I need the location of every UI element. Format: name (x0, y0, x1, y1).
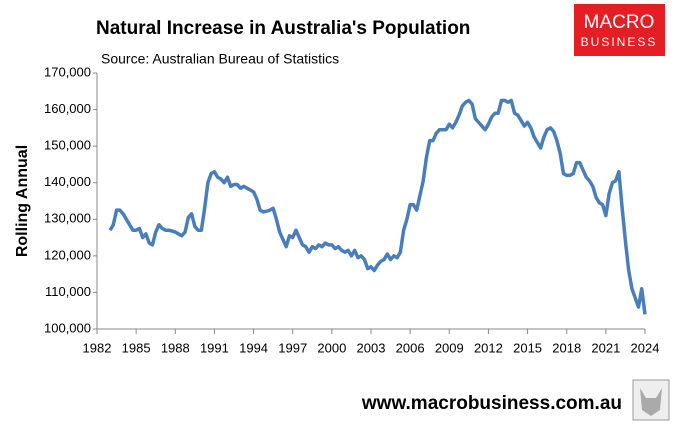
x-tick-label: 2009 (435, 340, 464, 355)
x-tick-label: 2006 (396, 340, 425, 355)
logo-top: MACRO (584, 12, 655, 33)
y-tick-label: 120,000 (44, 247, 91, 262)
chart-subtitle: Source: Australian Bureau of Statistics (101, 51, 339, 67)
y-tick-label: 100,000 (44, 320, 91, 335)
y-tick-label: 110,000 (45, 284, 91, 299)
x-tick-label: 2024 (631, 340, 660, 355)
x-tick-label: 1991 (200, 340, 229, 355)
y-tick-label: 170,000 (44, 64, 91, 79)
y-tick-label: 130,000 (44, 211, 91, 226)
x-tick-label: 2018 (552, 340, 581, 355)
y-tick-label: 150,000 (44, 138, 91, 153)
x-tick-label: 1997 (278, 340, 307, 355)
data-line (108, 98, 647, 315)
x-tick-label: 1982 (83, 340, 112, 355)
y-tick-label: 160,000 (44, 101, 91, 116)
x-tick-label: 2012 (474, 340, 503, 355)
x-tick-label: 2021 (591, 340, 620, 355)
logo-box (574, 4, 665, 56)
x-tick-label: 2000 (317, 340, 346, 355)
x-tick-label: 2015 (513, 340, 542, 355)
x-tick-label: 1994 (239, 340, 268, 355)
x-tick-label: 1985 (122, 340, 151, 355)
x-tick-label: 2003 (357, 340, 386, 355)
website: www.macrobusiness.com.au (361, 393, 622, 414)
y-axis-label: Rolling Annual (14, 145, 31, 257)
wolf-shape (640, 388, 662, 416)
x-tick-label: 1988 (161, 340, 190, 355)
y-tick-label: 140,000 (44, 174, 91, 189)
logo-bottom: BUSINESS (581, 35, 658, 49)
chart-title: Natural Increase in Australia's Populati… (96, 18, 470, 39)
